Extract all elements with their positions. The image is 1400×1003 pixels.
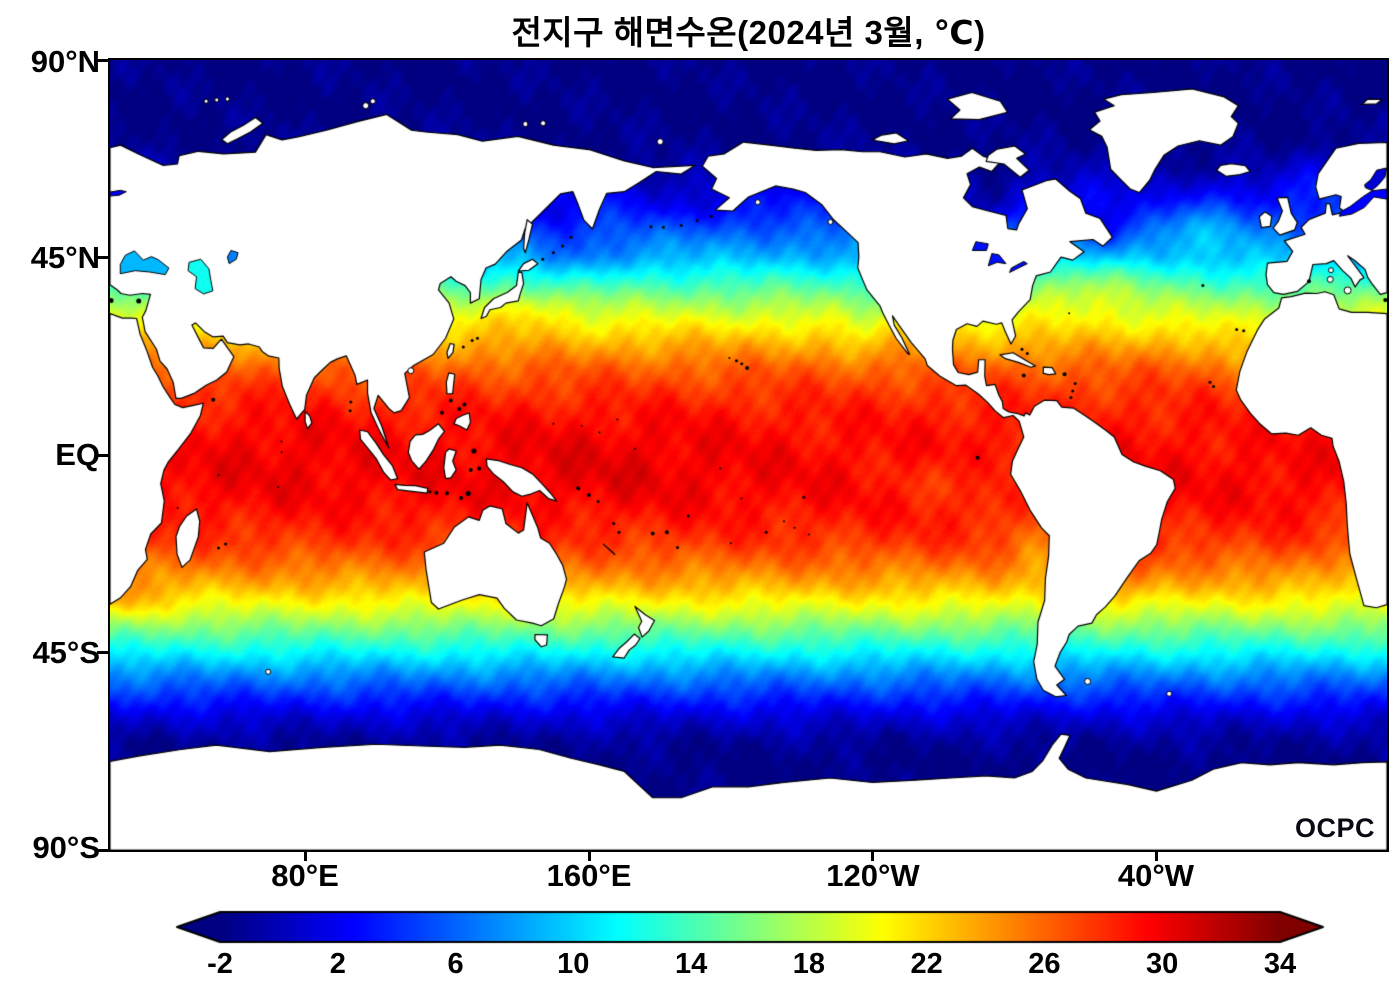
colorbar-label: 34 bbox=[1263, 948, 1297, 980]
sst-map-canvas bbox=[110, 60, 1387, 850]
chart-title: 전지구 해면수온(2024년 3월, ℃) bbox=[511, 14, 986, 51]
colorbar-label: 14 bbox=[674, 948, 708, 980]
colorbar-label: 10 bbox=[557, 948, 590, 980]
y-axis-tick bbox=[97, 256, 108, 259]
x-axis-label-120w: 120°W bbox=[826, 858, 920, 893]
y-axis-tick bbox=[97, 848, 108, 852]
y-axis-tick bbox=[97, 651, 108, 654]
colorbar-label: 18 bbox=[792, 948, 826, 980]
x-axis-tick bbox=[303, 850, 307, 861]
y-axis-label-eq: EQ bbox=[55, 437, 100, 472]
colorbar-label: 30 bbox=[1146, 948, 1179, 980]
colorbar-label: 2 bbox=[329, 948, 346, 980]
x-axis-label-80e: 80°E bbox=[271, 858, 339, 893]
x-axis-label-160e: 160°E bbox=[546, 858, 632, 893]
y-axis-label-90s: 90°S bbox=[32, 830, 100, 865]
map-area: OCPC bbox=[108, 58, 1389, 852]
colorbar-label: 26 bbox=[1028, 948, 1061, 980]
y-axis-label-45s: 45°S bbox=[32, 634, 100, 670]
y-axis-tick bbox=[97, 58, 108, 62]
colorbar-label: 22 bbox=[910, 948, 943, 980]
colorbar bbox=[175, 910, 1325, 944]
colorbar-label: -2 bbox=[207, 948, 233, 980]
colorbar-label: 6 bbox=[447, 948, 464, 980]
x-axis-label-40w: 40°W bbox=[1117, 858, 1195, 893]
y-axis-label-45n: 45°N bbox=[30, 239, 100, 275]
y-axis-tick bbox=[97, 453, 108, 457]
x-axis-tick bbox=[871, 850, 874, 861]
y-axis-label-90n: 90°N bbox=[30, 44, 100, 79]
x-axis-tick bbox=[587, 850, 591, 861]
x-axis-tick bbox=[1155, 850, 1158, 861]
watermark-ocpc: OCPC bbox=[1294, 813, 1375, 843]
